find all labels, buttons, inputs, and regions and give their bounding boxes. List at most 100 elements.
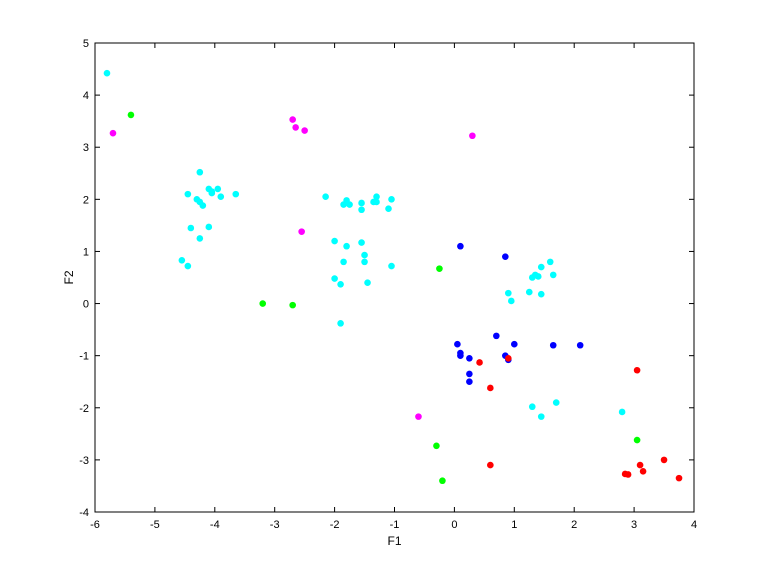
data-point [487,461,494,469]
x-tick-label: -4 [210,519,220,531]
data-point [511,340,518,348]
x-tick-label: -5 [150,519,160,531]
data-point [358,206,365,214]
data-point [546,258,554,266]
data-point [178,257,186,264]
x-tick-label: 3 [631,519,637,531]
data-point [633,436,641,444]
y-tick-label: 4 [83,90,89,102]
x-tick-label: -3 [270,519,280,531]
plot-area [94,42,695,513]
data-point [340,258,347,266]
data-point [343,242,350,250]
data-point [476,359,483,366]
data-point [208,189,216,197]
data-point [633,366,641,374]
x-tick-label: -1 [390,519,400,531]
data-point [358,239,365,246]
data-point [576,341,584,349]
x-axis-label: F1 [387,534,401,548]
data-point [508,297,515,305]
data-point [528,274,536,281]
y-tick-label: -3 [79,455,89,467]
data-point [454,340,461,348]
x-tick-label: 1 [511,519,517,531]
data-point [361,251,368,259]
data-point [217,193,225,201]
data-point [537,290,545,298]
data-point [346,201,353,208]
data-point [549,341,557,349]
data-point [385,205,392,213]
data-points [103,69,683,485]
data-point [127,111,135,119]
data-point [361,258,368,266]
data-point [502,253,509,260]
data-point [466,378,473,386]
data-point [214,185,222,193]
data-point [232,190,240,198]
data-point [439,477,446,485]
data-point [469,132,476,140]
data-point [618,408,626,416]
y-tick-label: 1 [83,246,89,258]
data-point [636,461,644,469]
data-point [337,280,344,288]
data-point [298,228,305,235]
data-point [537,413,545,420]
data-point [525,288,533,296]
data-point [534,273,542,280]
data-point [205,223,213,231]
data-point [505,289,512,297]
data-point [364,279,371,287]
data-point [528,403,536,411]
y-tick-label: -2 [79,403,89,415]
data-point [466,370,473,378]
data-point [289,301,296,309]
data-point [289,116,296,123]
x-tick-label: 4 [691,519,697,531]
x-tick-label: -2 [330,519,340,531]
data-point [552,399,560,406]
data-point [388,262,395,270]
data-point [184,262,192,270]
data-point [292,124,299,131]
data-point [358,199,365,207]
data-point [109,129,117,137]
data-point [103,69,111,77]
data-point [493,332,500,340]
data-point [388,196,395,203]
data-point [415,413,422,420]
data-point [373,198,380,206]
data-point [373,193,380,201]
data-point [487,384,494,392]
data-point [457,242,464,250]
data-point [675,474,683,482]
data-point [433,442,440,450]
y-tick-label: 2 [83,194,89,206]
data-point [549,271,557,279]
data-point [660,456,668,464]
data-point [505,354,512,362]
x-tick-label: -6 [90,519,100,531]
data-point [196,235,204,242]
y-tick-label: -4 [79,507,89,519]
y-axis-label: F2 [62,270,76,284]
x-tick-label: 0 [451,519,457,531]
y-tick-label: 5 [83,38,89,50]
data-point [457,352,464,359]
data-point [322,193,329,201]
data-point [184,190,192,198]
x-tick-label: 2 [571,519,577,531]
y-tick-label: 0 [83,299,89,311]
axis-ticks: -6 -5 -4 -3 -2 -1 0 1 2 3 4 -4 -3 -2 -1 0 1 2 3 4 5 [79,38,697,531]
data-point [187,224,195,232]
data-point [537,263,545,271]
data-point [331,275,338,282]
y-tick-label: -1 [79,351,89,363]
data-point [301,127,308,134]
y-tick-label: 3 [83,142,89,154]
data-point [259,300,267,307]
data-point [624,471,632,478]
